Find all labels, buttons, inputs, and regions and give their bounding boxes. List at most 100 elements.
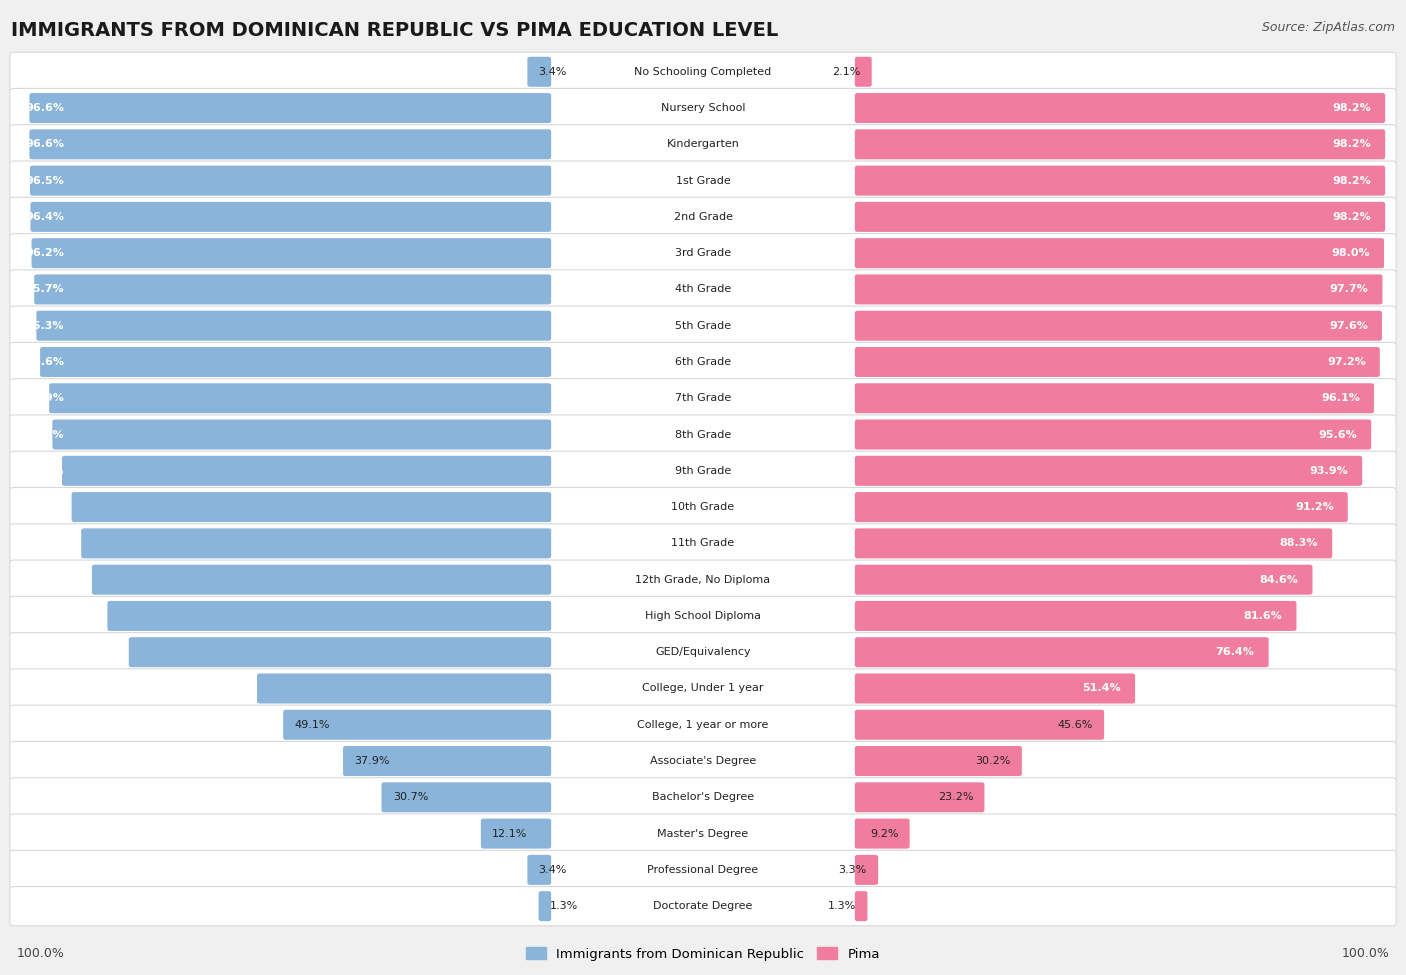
Text: 4th Grade: 4th Grade bbox=[675, 285, 731, 294]
Text: 49.1%: 49.1% bbox=[294, 720, 330, 729]
FancyBboxPatch shape bbox=[49, 383, 551, 413]
Text: IMMIGRANTS FROM DOMINICAN REPUBLIC VS PIMA EDUCATION LEVEL: IMMIGRANTS FROM DOMINICAN REPUBLIC VS PI… bbox=[11, 21, 779, 40]
Text: 90.5%: 90.5% bbox=[25, 466, 63, 476]
Text: 8th Grade: 8th Grade bbox=[675, 430, 731, 440]
FancyBboxPatch shape bbox=[107, 601, 551, 631]
Text: 97.7%: 97.7% bbox=[1330, 285, 1368, 294]
FancyBboxPatch shape bbox=[10, 741, 1396, 781]
Text: 5th Grade: 5th Grade bbox=[675, 321, 731, 331]
FancyBboxPatch shape bbox=[855, 746, 1022, 776]
FancyBboxPatch shape bbox=[10, 161, 1396, 200]
FancyBboxPatch shape bbox=[10, 306, 1396, 345]
FancyBboxPatch shape bbox=[855, 891, 868, 921]
Text: 98.2%: 98.2% bbox=[1333, 139, 1371, 149]
FancyBboxPatch shape bbox=[129, 638, 551, 667]
FancyBboxPatch shape bbox=[10, 560, 1396, 600]
FancyBboxPatch shape bbox=[10, 669, 1396, 708]
Text: Source: ZipAtlas.com: Source: ZipAtlas.com bbox=[1261, 21, 1395, 34]
FancyBboxPatch shape bbox=[855, 311, 1382, 340]
Text: High School Diploma: High School Diploma bbox=[645, 611, 761, 621]
Text: 97.2%: 97.2% bbox=[1327, 357, 1365, 367]
Text: 30.7%: 30.7% bbox=[392, 793, 429, 802]
Text: 97.6%: 97.6% bbox=[1329, 321, 1368, 331]
FancyBboxPatch shape bbox=[31, 238, 551, 268]
Text: 9th Grade: 9th Grade bbox=[675, 466, 731, 476]
FancyBboxPatch shape bbox=[855, 57, 872, 87]
FancyBboxPatch shape bbox=[52, 419, 551, 449]
Text: 98.0%: 98.0% bbox=[1331, 249, 1369, 258]
FancyBboxPatch shape bbox=[30, 130, 551, 159]
Text: 51.4%: 51.4% bbox=[1083, 683, 1121, 693]
Text: College, 1 year or more: College, 1 year or more bbox=[637, 720, 769, 729]
Text: 6th Grade: 6th Grade bbox=[675, 357, 731, 367]
FancyBboxPatch shape bbox=[855, 456, 1362, 486]
FancyBboxPatch shape bbox=[855, 130, 1385, 159]
FancyBboxPatch shape bbox=[37, 311, 551, 340]
Text: 76.4%: 76.4% bbox=[1216, 647, 1254, 657]
FancyBboxPatch shape bbox=[10, 488, 1396, 526]
Text: 84.6%: 84.6% bbox=[1260, 574, 1298, 585]
Text: 88.3%: 88.3% bbox=[1279, 538, 1319, 548]
Text: Doctorate Degree: Doctorate Degree bbox=[654, 901, 752, 912]
Text: 96.1%: 96.1% bbox=[1322, 393, 1360, 404]
FancyBboxPatch shape bbox=[82, 528, 551, 559]
FancyBboxPatch shape bbox=[41, 347, 551, 377]
FancyBboxPatch shape bbox=[30, 93, 551, 123]
Text: 11th Grade: 11th Grade bbox=[672, 538, 734, 548]
FancyBboxPatch shape bbox=[10, 197, 1396, 237]
FancyBboxPatch shape bbox=[10, 89, 1396, 128]
FancyBboxPatch shape bbox=[10, 451, 1396, 490]
FancyBboxPatch shape bbox=[91, 565, 551, 595]
FancyBboxPatch shape bbox=[855, 710, 1104, 740]
Text: 23.2%: 23.2% bbox=[938, 793, 973, 802]
Text: No Schooling Completed: No Schooling Completed bbox=[634, 66, 772, 77]
FancyBboxPatch shape bbox=[10, 633, 1396, 672]
Text: 100.0%: 100.0% bbox=[1341, 947, 1389, 960]
Legend: Immigrants from Dominican Republic, Pima: Immigrants from Dominican Republic, Pima bbox=[526, 947, 880, 960]
FancyBboxPatch shape bbox=[10, 705, 1396, 744]
Text: 30.2%: 30.2% bbox=[976, 756, 1011, 766]
Text: 2.1%: 2.1% bbox=[832, 66, 860, 77]
Text: 92.9%: 92.9% bbox=[25, 393, 65, 404]
FancyBboxPatch shape bbox=[31, 202, 551, 232]
FancyBboxPatch shape bbox=[855, 383, 1374, 413]
Text: Associate's Degree: Associate's Degree bbox=[650, 756, 756, 766]
FancyBboxPatch shape bbox=[10, 125, 1396, 164]
Text: 100.0%: 100.0% bbox=[17, 947, 65, 960]
Text: Nursery School: Nursery School bbox=[661, 103, 745, 113]
Text: Professional Degree: Professional Degree bbox=[647, 865, 759, 875]
FancyBboxPatch shape bbox=[343, 746, 551, 776]
Text: 95.6%: 95.6% bbox=[1319, 430, 1357, 440]
Text: 91.2%: 91.2% bbox=[1295, 502, 1334, 512]
FancyBboxPatch shape bbox=[855, 565, 1312, 595]
FancyBboxPatch shape bbox=[855, 819, 910, 848]
Text: 81.6%: 81.6% bbox=[1244, 611, 1282, 621]
FancyBboxPatch shape bbox=[283, 710, 551, 740]
FancyBboxPatch shape bbox=[855, 782, 984, 812]
Text: 1st Grade: 1st Grade bbox=[676, 176, 730, 185]
Text: GED/Equivalency: GED/Equivalency bbox=[655, 647, 751, 657]
FancyBboxPatch shape bbox=[855, 638, 1268, 667]
Text: 45.6%: 45.6% bbox=[1057, 720, 1092, 729]
Text: 3.4%: 3.4% bbox=[538, 66, 567, 77]
FancyBboxPatch shape bbox=[481, 819, 551, 848]
FancyBboxPatch shape bbox=[10, 886, 1396, 926]
Text: 96.6%: 96.6% bbox=[25, 139, 65, 149]
FancyBboxPatch shape bbox=[72, 492, 551, 522]
FancyBboxPatch shape bbox=[10, 52, 1396, 92]
Text: 37.9%: 37.9% bbox=[354, 756, 389, 766]
Text: 98.2%: 98.2% bbox=[1333, 212, 1371, 222]
FancyBboxPatch shape bbox=[855, 601, 1296, 631]
Text: Kindergarten: Kindergarten bbox=[666, 139, 740, 149]
Text: 96.4%: 96.4% bbox=[25, 212, 65, 222]
Text: 98.2%: 98.2% bbox=[1333, 176, 1371, 185]
FancyBboxPatch shape bbox=[855, 419, 1371, 449]
Text: 95.7%: 95.7% bbox=[25, 285, 63, 294]
FancyBboxPatch shape bbox=[527, 57, 551, 87]
Text: 88.7%: 88.7% bbox=[25, 502, 63, 512]
Text: 10th Grade: 10th Grade bbox=[672, 502, 734, 512]
Text: 2nd Grade: 2nd Grade bbox=[673, 212, 733, 222]
Text: 93.9%: 93.9% bbox=[1309, 466, 1348, 476]
Text: 96.2%: 96.2% bbox=[25, 249, 65, 258]
Text: 12th Grade, No Diploma: 12th Grade, No Diploma bbox=[636, 574, 770, 585]
